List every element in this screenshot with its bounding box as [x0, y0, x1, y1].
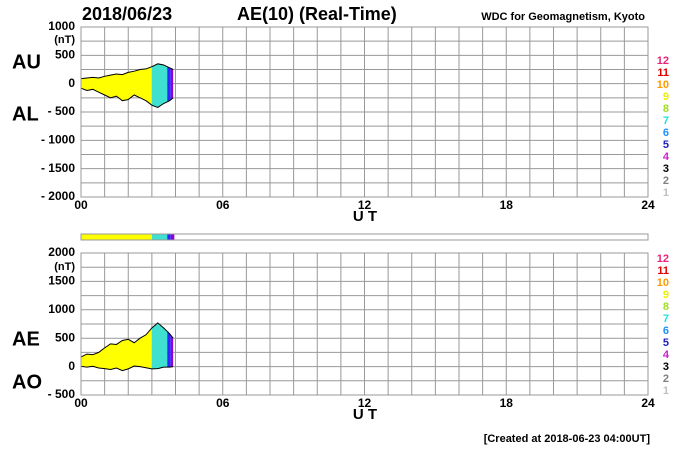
legend-entry: 3 — [663, 163, 669, 175]
legend-entry: 1 — [663, 187, 669, 199]
coverage-fill — [151, 63, 168, 108]
legend-entry: 5 — [663, 139, 669, 151]
footer: [Created at 2018-06-23 04:00UT] — [484, 433, 651, 445]
y-tick-label: 500 — [55, 330, 75, 344]
y-tick-label: 1000 — [48, 302, 75, 316]
series-name: AL — [12, 103, 39, 125]
legend-entry: 2 — [663, 175, 669, 187]
series-line — [80, 63, 174, 80]
coverage-fill — [81, 327, 152, 371]
coverage-strip — [170, 234, 175, 240]
legend-entry: 12 — [657, 253, 669, 265]
series-line — [80, 322, 174, 358]
plot-frame — [80, 252, 649, 396]
legend-entry: 2 — [663, 373, 669, 385]
legend-entry: 10 — [657, 79, 669, 91]
coverage-fill — [151, 322, 168, 369]
chart-title: AE(10) (Real-Time) — [237, 4, 397, 24]
series-name: AE — [12, 328, 40, 350]
y-unit: (nT) — [54, 261, 75, 273]
x-tick-label: 12 — [358, 396, 372, 410]
y-tick-label: - 2000 — [41, 189, 75, 203]
legend-entry: 7 — [663, 313, 669, 325]
legend-entry: 9 — [663, 289, 669, 301]
source: WDC for Geomagnetism, Kyoto — [481, 11, 645, 23]
legend-entry: 6 — [663, 127, 669, 139]
coverage-strip — [167, 234, 171, 240]
x-axis-label: U T — [353, 406, 377, 423]
coverage-strip — [81, 234, 152, 240]
y-tick-label: - 500 — [48, 387, 76, 401]
y-tick-label: 2000 — [48, 245, 75, 259]
x-tick-label: 06 — [216, 198, 230, 212]
x-tick-label: 24 — [641, 396, 655, 410]
legend-entry: 8 — [663, 103, 669, 115]
legend-entry: 3 — [663, 361, 669, 373]
legend-entry: 11 — [657, 67, 669, 79]
legend-entry: 7 — [663, 115, 669, 127]
legend-entry: 8 — [663, 301, 669, 313]
legend-entry: 6 — [663, 325, 669, 337]
y-tick-label: 500 — [55, 48, 75, 62]
coverage-strip — [151, 234, 168, 240]
legend-entry: 1 — [663, 385, 669, 397]
series-line — [80, 87, 174, 109]
x-tick-label: 12 — [358, 198, 372, 212]
coverage-fill — [167, 331, 171, 368]
coverage-fill — [170, 68, 174, 100]
x-tick-label: 18 — [500, 396, 514, 410]
series-name: AO — [12, 371, 42, 393]
y-tick-label: 0 — [68, 359, 75, 373]
y-tick-label: 1000 — [48, 19, 75, 33]
x-axis-label: U T — [353, 208, 377, 225]
x-tick-label: 00 — [74, 396, 88, 410]
legend-entry: 4 — [663, 349, 670, 361]
legend-entry: 11 — [657, 265, 669, 277]
x-tick-label: 00 — [74, 198, 88, 212]
y-tick-label: - 1000 — [41, 133, 75, 147]
x-tick-label: 06 — [216, 396, 230, 410]
plot-frame — [80, 26, 649, 198]
legend-entry: 4 — [663, 151, 670, 163]
y-unit: (nT) — [54, 34, 75, 46]
legend-entry: 12 — [657, 55, 669, 67]
coverage-strip-frame — [80, 233, 649, 241]
coverage-fill — [81, 66, 152, 106]
legend-entry: 10 — [657, 277, 669, 289]
legend-entry: 9 — [663, 91, 669, 103]
legend-entry: 5 — [663, 337, 669, 349]
series-line — [80, 365, 174, 372]
series-name: AU — [12, 51, 41, 73]
y-tick-label: 1500 — [48, 274, 75, 288]
coverage-fill — [170, 335, 174, 367]
y-tick-label: - 500 — [48, 104, 76, 118]
x-tick-label: 24 — [641, 198, 655, 212]
coverage-fill — [167, 66, 171, 102]
y-tick-label: 0 — [68, 76, 75, 90]
x-tick-label: 18 — [500, 198, 514, 212]
date: 2018/06/23 — [82, 4, 172, 24]
y-tick-label: - 1500 — [41, 161, 75, 175]
